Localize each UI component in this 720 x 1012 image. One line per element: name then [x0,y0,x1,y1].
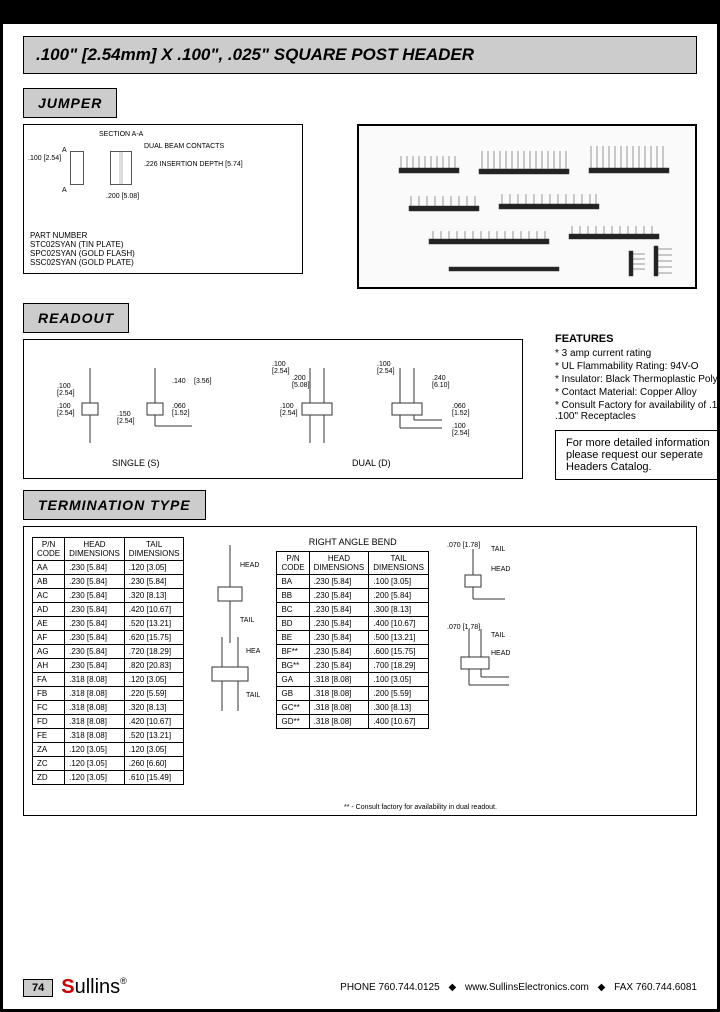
part-2: SPC02SYAN (GOLD FLASH) [30,249,135,258]
svg-text:[3.56]: [3.56] [194,378,212,385]
jumper-diagram-panel: SECTION A-A DUAL BEAM CONTACTS .100 [2.5… [23,124,303,274]
jumper-box1 [70,151,84,185]
termination-label: TERMINATION TYPE [23,490,206,520]
svg-text:.070 [1.78]: .070 [1.78] [447,624,480,631]
svg-text:[2.54]: [2.54] [452,430,470,437]
jumper-section: JUMPER SECTION A-A DUAL BEAM CONTACTS .1… [23,88,697,289]
svg-text:[6.10]: [6.10] [432,382,450,389]
straight-pin-diagram: HEAD TAIL HEAD TAIL [200,537,260,717]
feature-item: * 3 amp current rating [555,348,720,359]
feature-item: * Contact Material: Copper Alloy [555,387,720,398]
section-aa-label: SECTION A-A [99,131,143,138]
svg-text:.140: .140 [172,378,186,385]
page-number: 74 [23,979,53,997]
fax: FAX 760.744.6081 [614,982,697,993]
svg-text:HEAD: HEAD [491,566,510,573]
svg-text:[2.54]: [2.54] [280,410,298,417]
svg-text:.200: .200 [292,375,306,382]
svg-text:.070 [1.78]: .070 [1.78] [447,542,480,549]
termination-panel: P/NCODEHEADDIMENSIONSTAILDIMENSIONSAA.23… [23,526,697,816]
dual-beam-label: DUAL BEAM CONTACTS [144,143,224,150]
features-header: FEATURES [555,333,720,345]
sullins-logo: Sullins® [61,976,127,999]
svg-text:.100: .100 [272,361,286,368]
svg-text:.100: .100 [452,423,466,430]
website: www.SullinsElectronics.com [465,982,589,993]
page-title-bar: .100" [2.54mm] X .100", .025" SQUARE POS… [23,36,697,74]
svg-text:HEAD: HEAD [240,562,259,569]
part-3: SSC02SYAN (GOLD PLATE) [30,258,135,267]
svg-text:[2.54]: [2.54] [117,418,135,425]
features-block: FEATURES * 3 amp current rating * UL Fla… [535,339,720,480]
right-angle-header: RIGHT ANGLE BEND [276,537,428,547]
svg-text:.150: .150 [117,411,131,418]
feature-item: * Insulator: Black Thermoplastic Polyest… [555,374,720,385]
svg-text:.100: .100 [57,383,71,390]
svg-text:[2.54]: [2.54] [377,368,395,375]
part-1: STC02SYAN (TIN PLATE) [30,240,135,249]
termination-section: TERMINATION TYPE P/NCODEHEADDIMENSIONSTA… [23,490,697,816]
svg-text:.100: .100 [280,403,294,410]
svg-text:TAIL: TAIL [240,617,254,624]
spacing-label: .200 [5.08] [106,193,139,200]
svg-text:.240: .240 [432,375,446,382]
svg-text:HEAD: HEAD [246,648,260,655]
right-angle-diagram: TAIL .070 [1.78] HEAD TAIL .070 [1.78] H… [445,537,535,737]
svg-text:.060: .060 [452,403,466,410]
datasheet-page: .100" [2.54mm] X .100", .025" SQUARE POS… [0,0,720,1012]
svg-text:HEAD: HEAD [491,650,510,657]
dual-label: DUAL (D) [352,458,391,468]
header-photo-svg [359,126,697,289]
svg-text:.060: .060 [172,403,186,410]
svg-text:.100: .100 [57,403,71,410]
insertion-label: .226 INSERTION DEPTH [5.74] [144,161,243,168]
svg-text:[2.54]: [2.54] [272,368,290,375]
readout-label: READOUT [23,303,129,333]
svg-text:[2.54]: [2.54] [57,410,75,417]
product-photo [357,124,697,289]
readout-diagram-panel: .100[2.54] .100[2.54] .150[2.54] .140[3.… [23,339,523,479]
part-header: PART NUMBER [30,231,135,240]
svg-text:TAIL: TAIL [491,546,505,553]
termination-table-1: P/NCODEHEADDIMENSIONSTAILDIMENSIONSAA.23… [32,537,184,785]
jumper-box2 [110,151,132,185]
part-numbers: PART NUMBER STC02SYAN (TIN PLATE) SPC02S… [30,231,135,267]
readout-svg: .100[2.54] .100[2.54] .150[2.54] .140[3.… [32,348,522,478]
svg-text:.100: .100 [377,361,391,368]
svg-text:[1.52]: [1.52] [452,410,470,417]
svg-text:TAIL: TAIL [246,692,260,699]
jumper-label: JUMPER [23,88,117,118]
page-title: .100" [2.54mm] X .100", .025" SQUARE POS… [36,45,474,64]
phone: PHONE 760.744.0125 [340,982,440,993]
single-label: SINGLE (S) [112,458,160,468]
jumper-dim1: .100 [2.54] [28,155,61,162]
svg-text:[1.52]: [1.52] [172,410,190,417]
readout-section: READOUT [23,303,697,480]
termination-footnote: ** - Consult factory for availability in… [344,804,497,811]
page-footer: 74 Sullins® PHONE 760.744.0125 ◆ www.Sul… [23,976,697,999]
svg-text:TAIL: TAIL [491,632,505,639]
arrow-a2: A [62,187,67,194]
svg-text:[5.08]: [5.08] [292,382,310,389]
feature-item: * Consult Factory for availability of .1… [555,400,720,422]
feature-item: * UL Flammability Rating: 94V-O [555,361,720,372]
arrow-a1: A [62,147,67,154]
catalog-note: For more detailed information please req… [555,430,720,480]
svg-text:[2.54]: [2.54] [57,390,75,397]
termination-table-2: P/NCODEHEADDIMENSIONSTAILDIMENSIONSBA.23… [276,551,428,729]
contact-info: PHONE 760.744.0125 ◆ www.SullinsElectron… [340,982,697,993]
